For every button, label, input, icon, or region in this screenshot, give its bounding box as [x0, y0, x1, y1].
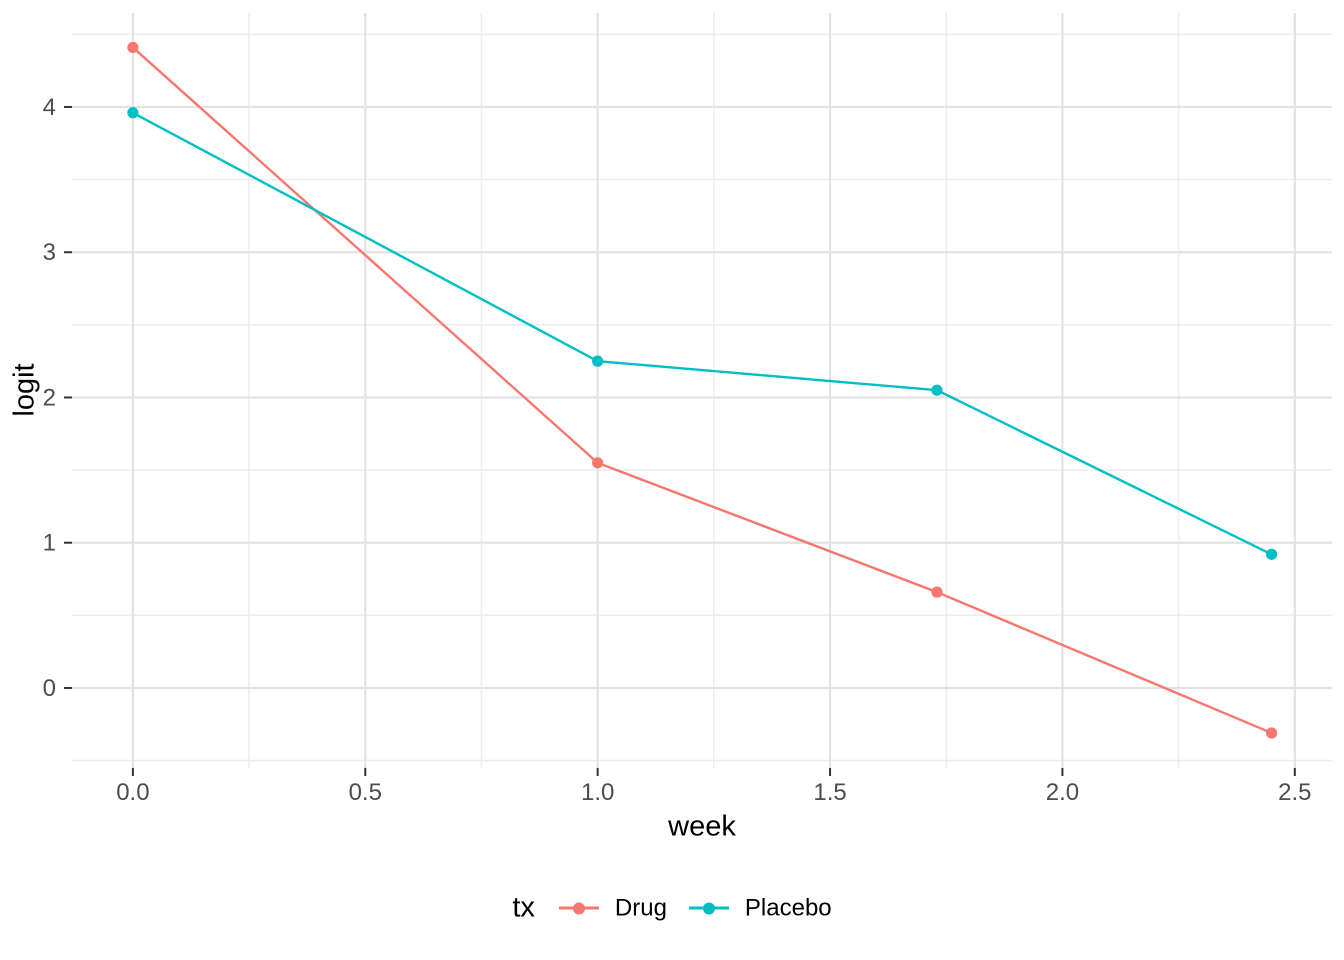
y-tick-label: 1 [43, 530, 56, 557]
legend-item-drug: Drug [558, 894, 667, 922]
x-tick-label: 2.0 [1046, 779, 1079, 806]
drug-legend-label: Drug [614, 894, 667, 921]
drug-series-line [132, 46, 1273, 735]
placebo-data-point [1265, 548, 1278, 560]
y-tick-label: 4 [43, 94, 56, 121]
placebo-data-point [127, 107, 139, 119]
legend-title: tx [512, 891, 535, 924]
placebo-legend-label: Placebo [744, 894, 832, 921]
legend-item-placebo: Placebo [688, 894, 832, 922]
x-axis-title: week [668, 810, 736, 843]
drug-legend-key-icon [558, 901, 599, 915]
placebo-series-line [132, 111, 1273, 556]
y-tick-label: 2 [43, 384, 56, 411]
x-tick-label: 2.5 [1278, 779, 1311, 806]
drug-data-point [592, 457, 604, 469]
y-tick-label: 0 [43, 675, 56, 702]
placebo-legend-key-icon [688, 901, 729, 915]
placebo-data-point [931, 384, 943, 396]
x-tick-label: 0.5 [349, 779, 382, 806]
y-axis-title: logit [8, 363, 41, 417]
y-tick-label: 3 [43, 239, 56, 266]
x-tick-label: 1.5 [813, 779, 846, 806]
drug-data-point [1265, 727, 1278, 739]
placebo-data-point [592, 355, 604, 367]
legend: tx Drug Placebo [0, 892, 1344, 925]
drug-data-point [127, 41, 139, 54]
drug-data-point [931, 586, 943, 598]
x-tick-label: 1.0 [581, 779, 614, 806]
x-tick-label: 0.0 [116, 779, 149, 806]
